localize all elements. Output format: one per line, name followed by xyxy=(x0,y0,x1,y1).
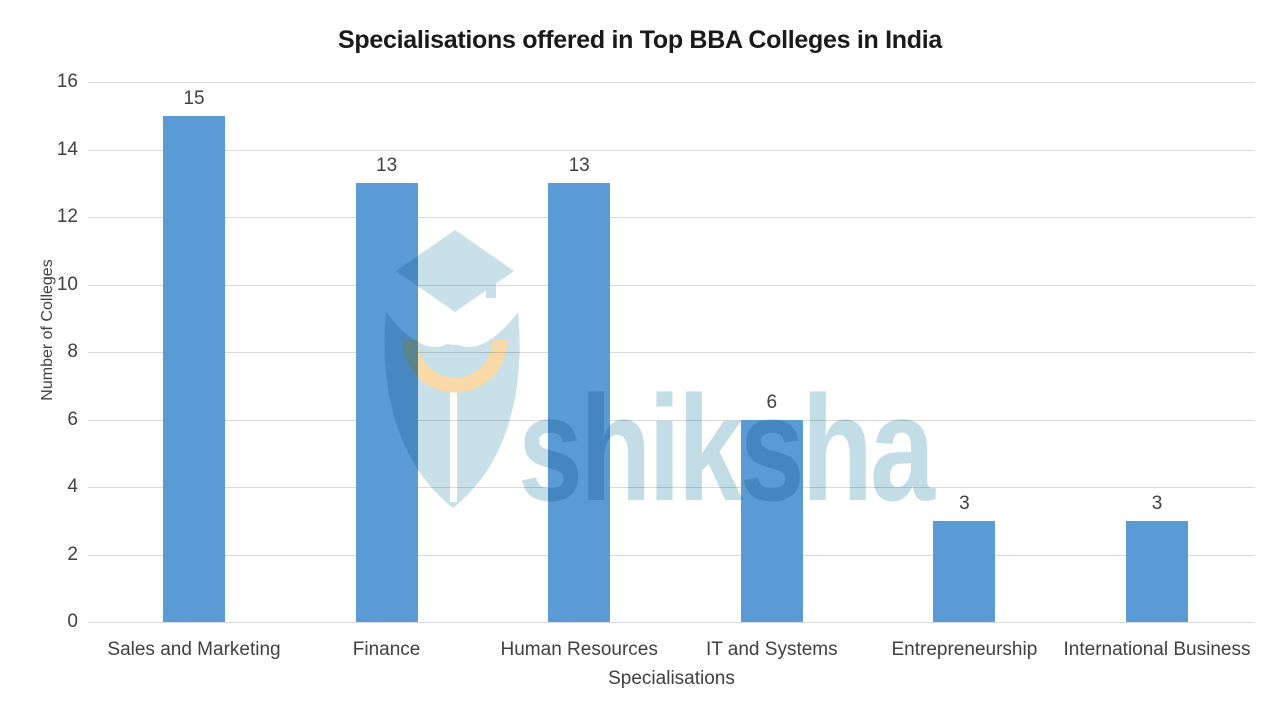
gridline-y-6 xyxy=(88,419,1255,421)
x-category-label: IT and Systems xyxy=(705,639,838,660)
bar-value-label: 3 xyxy=(1151,492,1163,514)
gridline-y-8 xyxy=(88,352,1255,353)
gridline-y-4 xyxy=(88,487,1255,488)
x-category-label: Sales and Marketing xyxy=(107,639,281,660)
gridline-y-14 xyxy=(88,149,1255,151)
bar-value-label: 13 xyxy=(376,155,398,177)
x-category-label: Entrepreneurship xyxy=(891,639,1038,660)
gridline-y-0 xyxy=(88,622,1255,623)
plot-area xyxy=(88,82,1255,623)
x-category-label: Human Resources xyxy=(500,639,658,660)
x-category-label: International Business xyxy=(1063,639,1251,660)
bar-value-label: 13 xyxy=(568,155,590,177)
x-category-label: Finance xyxy=(352,639,421,660)
bar-value-label: 6 xyxy=(766,391,778,413)
gridline-y-16 xyxy=(88,82,1255,83)
y-tick-label-14: 14 xyxy=(56,138,78,160)
y-tick-label-16: 16 xyxy=(56,71,78,92)
bar-human-resources xyxy=(548,183,611,622)
y-tick-label-12: 12 xyxy=(56,206,78,227)
gridline-y-2 xyxy=(88,554,1255,556)
bar-it-and-systems xyxy=(740,419,803,622)
y-tick-label-6: 6 xyxy=(67,408,78,430)
gridline-y-12 xyxy=(88,217,1255,218)
y-tick-label-0: 0 xyxy=(67,611,78,632)
bar-entrepreneurship xyxy=(933,520,996,622)
y-tick-label-10: 10 xyxy=(56,273,78,295)
bar-international-business xyxy=(1126,520,1188,622)
bar-sales-and-marketing xyxy=(163,115,225,622)
y-tick-label-8: 8 xyxy=(67,341,78,362)
gridline-y-10 xyxy=(88,284,1255,286)
bar-value-label: 15 xyxy=(183,87,205,109)
bar-finance xyxy=(355,183,418,622)
chart-title: Specialisations offered in Top BBA Colle… xyxy=(338,26,942,54)
y-tick-label-4: 4 xyxy=(67,476,78,497)
y-tick-label-2: 2 xyxy=(67,543,78,565)
bar-value-label: 3 xyxy=(959,492,970,514)
x-axis-title: Specialisations xyxy=(608,668,735,689)
